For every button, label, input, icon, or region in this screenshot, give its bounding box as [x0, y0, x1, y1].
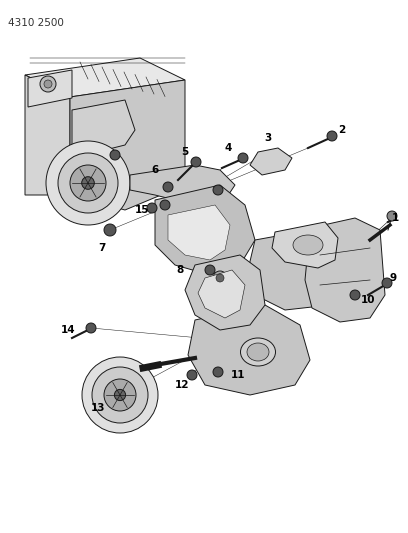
Circle shape: [205, 265, 215, 275]
Text: 2: 2: [338, 125, 346, 135]
Circle shape: [163, 182, 173, 192]
Polygon shape: [185, 255, 265, 330]
Polygon shape: [70, 80, 185, 210]
Polygon shape: [155, 185, 255, 275]
Circle shape: [160, 200, 170, 210]
Circle shape: [44, 80, 52, 88]
Circle shape: [46, 141, 130, 225]
Text: 1: 1: [391, 213, 399, 223]
Text: 8: 8: [176, 265, 184, 275]
Ellipse shape: [293, 235, 323, 255]
Circle shape: [104, 379, 136, 411]
Circle shape: [238, 153, 248, 163]
Text: 13: 13: [91, 403, 105, 413]
Text: 12: 12: [175, 380, 189, 390]
Polygon shape: [168, 205, 230, 260]
Text: 14: 14: [61, 325, 75, 335]
Polygon shape: [72, 100, 135, 155]
Text: 15: 15: [135, 205, 149, 215]
Polygon shape: [25, 58, 185, 97]
Circle shape: [82, 357, 158, 433]
Circle shape: [82, 177, 94, 189]
Circle shape: [58, 153, 118, 213]
Circle shape: [327, 131, 337, 141]
Circle shape: [114, 390, 126, 401]
Text: 4310 2500: 4310 2500: [8, 18, 64, 28]
Polygon shape: [28, 70, 72, 107]
Circle shape: [110, 150, 120, 160]
Text: 6: 6: [151, 165, 159, 175]
Polygon shape: [188, 305, 310, 395]
Circle shape: [191, 157, 201, 167]
Text: 4: 4: [224, 143, 232, 153]
Polygon shape: [198, 270, 245, 318]
Text: 7: 7: [98, 243, 106, 253]
Circle shape: [104, 224, 116, 236]
Circle shape: [213, 271, 227, 285]
Circle shape: [40, 76, 56, 92]
Polygon shape: [272, 222, 338, 268]
Ellipse shape: [247, 343, 269, 361]
Polygon shape: [305, 218, 385, 322]
Polygon shape: [130, 165, 235, 205]
Circle shape: [216, 274, 224, 282]
Text: 10: 10: [361, 295, 375, 305]
Circle shape: [387, 211, 397, 221]
Text: 5: 5: [182, 147, 188, 157]
Circle shape: [213, 185, 223, 195]
Polygon shape: [248, 230, 350, 310]
Circle shape: [382, 278, 392, 288]
Polygon shape: [25, 75, 70, 195]
Text: 3: 3: [264, 133, 272, 143]
Circle shape: [86, 323, 96, 333]
Circle shape: [187, 370, 197, 380]
Text: 9: 9: [390, 273, 397, 283]
Circle shape: [147, 203, 157, 213]
Ellipse shape: [240, 338, 275, 366]
Circle shape: [70, 165, 106, 201]
Polygon shape: [250, 148, 292, 175]
Circle shape: [92, 367, 148, 423]
Circle shape: [350, 290, 360, 300]
Text: 11: 11: [231, 370, 245, 380]
Circle shape: [213, 367, 223, 377]
